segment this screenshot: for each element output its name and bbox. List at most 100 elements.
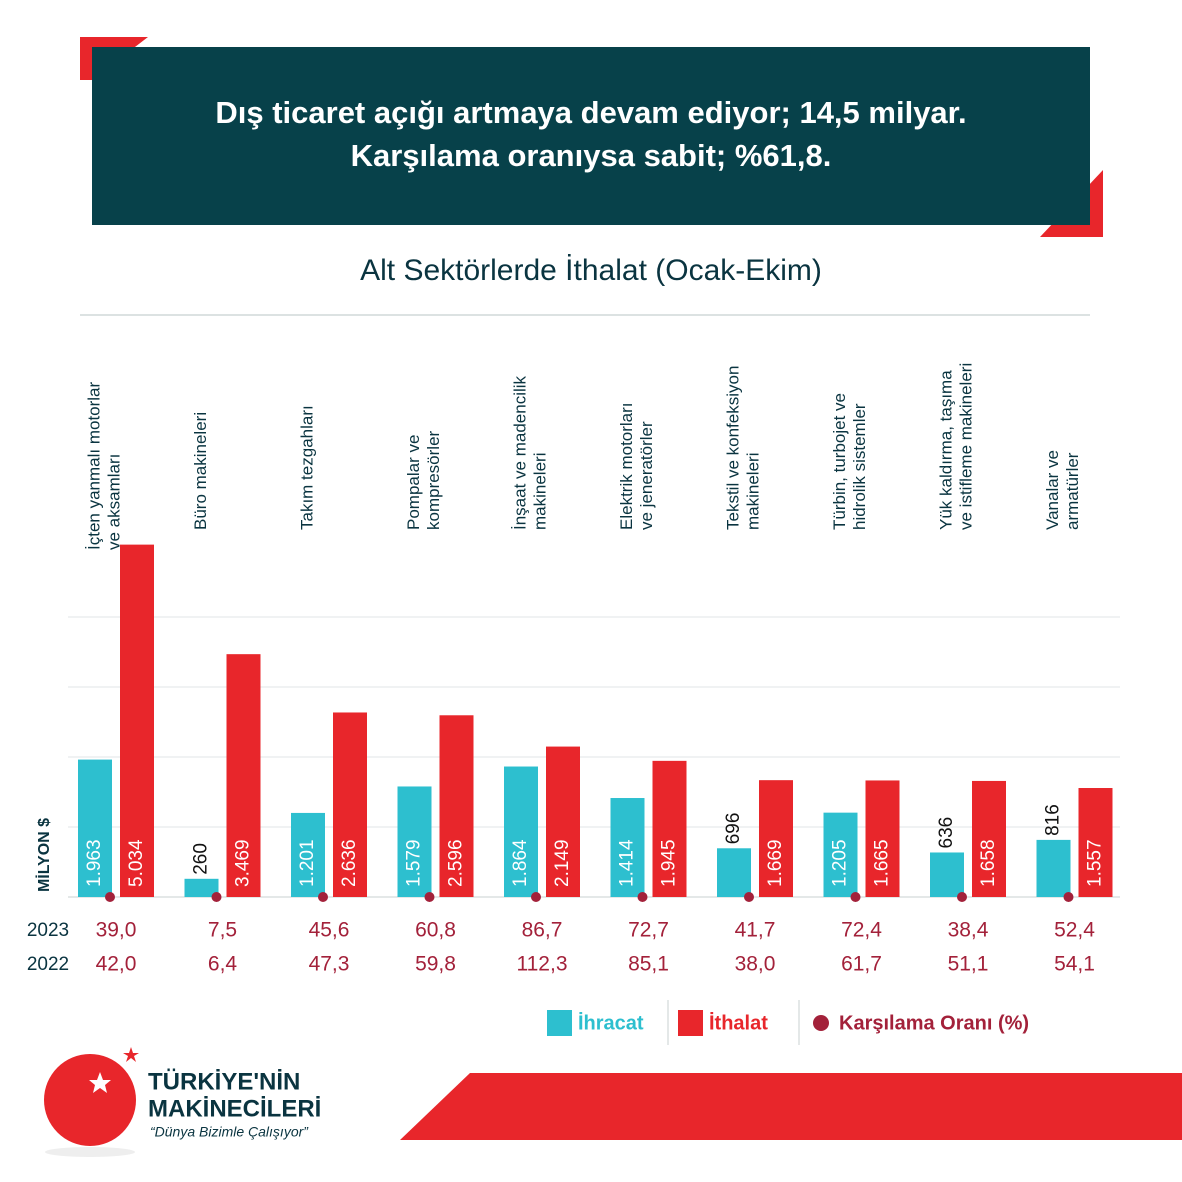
- category-label: Pompalar ve: [404, 435, 423, 530]
- ratio-label: 38,0: [735, 953, 776, 976]
- ratio-label: 38,4: [948, 919, 989, 942]
- value-label: 260: [191, 843, 212, 875]
- value-label: 1.205: [830, 839, 851, 887]
- bar: [930, 852, 964, 897]
- category-label: kompresörler: [424, 430, 443, 530]
- bar: [226, 654, 261, 897]
- logo-shadow: [45, 1147, 135, 1157]
- category-label: ve istifleme makineleri: [956, 363, 975, 530]
- value-label: 1.963: [84, 839, 105, 887]
- legend-label: İhracat: [578, 1011, 644, 1034]
- ratio-dot: [637, 892, 648, 902]
- ratio-label: 72,7: [628, 919, 669, 942]
- ratio-dot: [1063, 892, 1074, 902]
- chart-title: Alt Sektörlerde İthalat (Ocak-Ekim): [360, 254, 822, 287]
- bar: [823, 812, 858, 897]
- category-label: Takım tezgahları: [297, 405, 316, 530]
- bar: [1078, 788, 1113, 897]
- legend-dot: [813, 1015, 829, 1031]
- category-label: İçten yanmalı motorlar: [84, 381, 103, 550]
- category-label: Türbin, turbojet ve: [830, 393, 849, 530]
- bar: [972, 780, 1006, 897]
- bar: [120, 544, 154, 897]
- banner: [92, 47, 1090, 225]
- category-label: Tekstil ve konfeksiyon: [723, 366, 742, 530]
- bar: [78, 759, 112, 897]
- legend-swatch: [678, 1010, 703, 1036]
- ratio-dot: [424, 892, 435, 902]
- bar: [610, 798, 645, 897]
- banner-title: Dış ticaret açığı artmaya devam ediyor; …: [215, 95, 966, 130]
- ratio-label: 54,1: [1054, 953, 1095, 976]
- value-label: 5.034: [126, 839, 147, 887]
- category-label: İnşaat ve madencilik: [510, 375, 529, 530]
- ratio-label: 39,0: [96, 919, 137, 942]
- category-label: ve aksamları: [104, 454, 123, 550]
- category-label: hidrolik sistemler: [850, 403, 869, 530]
- logo-tagline: “Dünya Bizimle Çalışıyor”: [150, 1124, 309, 1140]
- ratio-dot: [531, 892, 541, 902]
- ratio-label: 41,7: [735, 919, 776, 942]
- bar: [546, 746, 580, 897]
- category-label: Elektrik motorları: [617, 402, 636, 530]
- banner-title: Karşılama oranıysa sabit; %61,8.: [351, 138, 832, 173]
- ratio-dot: [211, 892, 222, 902]
- category-label: armatürler: [1063, 452, 1082, 530]
- year-label: 2023: [27, 920, 69, 941]
- bar: [759, 780, 793, 897]
- ratio-label: 112,3: [517, 953, 568, 976]
- ratio-label: 59,8: [415, 953, 456, 976]
- logo-text: MAKİNECİLERİ: [148, 1095, 321, 1122]
- logo-star: [123, 1047, 139, 1062]
- value-label: 1.945: [659, 839, 680, 887]
- ratio-label: 72,4: [841, 919, 882, 942]
- logo-circle: [44, 1054, 136, 1146]
- value-label: 636: [936, 817, 957, 849]
- legend-label: Karşılama Oranı (%): [839, 1012, 1029, 1034]
- ratio-label: 7,5: [208, 919, 237, 942]
- ratio-dot: [850, 892, 861, 902]
- ratio-label: 60,8: [415, 919, 456, 942]
- value-label: 1.414: [617, 839, 638, 887]
- legend-label: İthalat: [709, 1011, 768, 1034]
- ratio-label: 47,3: [309, 953, 350, 976]
- bar: [333, 712, 367, 897]
- legend-swatch: [547, 1010, 572, 1036]
- ratio-label: 42,0: [96, 953, 137, 976]
- y-axis-label: MİLYON $: [35, 818, 53, 892]
- value-label: 1.557: [1085, 839, 1106, 887]
- value-label: 1.579: [404, 839, 425, 887]
- bar: [184, 878, 219, 897]
- value-label: 1.658: [978, 839, 999, 887]
- value-label: 2.149: [552, 839, 573, 887]
- category-label: makineleri: [743, 453, 762, 530]
- value-label: 696: [723, 813, 744, 845]
- ratio-label: 86,7: [522, 919, 563, 942]
- bar: [652, 760, 687, 897]
- footer-band: [400, 1073, 1182, 1140]
- year-label: 2022: [27, 954, 69, 975]
- ratio-label: 85,1: [628, 953, 669, 976]
- ratio-label: 51,1: [948, 953, 989, 976]
- value-label: 1.669: [765, 839, 786, 887]
- category-label: Büro makineleri: [191, 412, 210, 530]
- value-label: 2.596: [446, 839, 467, 887]
- bar: [397, 786, 432, 897]
- ratio-dot: [318, 892, 328, 902]
- ratio-label: 6,4: [208, 953, 238, 976]
- logo-text: TÜRKİYE'NİN: [148, 1068, 300, 1095]
- value-label: 3.469: [233, 839, 254, 887]
- category-label: ve jeneratörler: [637, 421, 656, 530]
- bar: [439, 715, 474, 897]
- bar: [1036, 839, 1071, 897]
- bar: [504, 766, 538, 897]
- bar: [291, 812, 325, 897]
- ratio-dot: [957, 892, 967, 902]
- bar: [717, 848, 751, 897]
- value-label: 816: [1043, 804, 1064, 836]
- category-label: makineleri: [530, 453, 549, 530]
- logo-star: [89, 1072, 111, 1093]
- bar: [865, 780, 900, 897]
- value-label: 2.636: [339, 839, 360, 887]
- ratio-label: 45,6: [309, 919, 350, 942]
